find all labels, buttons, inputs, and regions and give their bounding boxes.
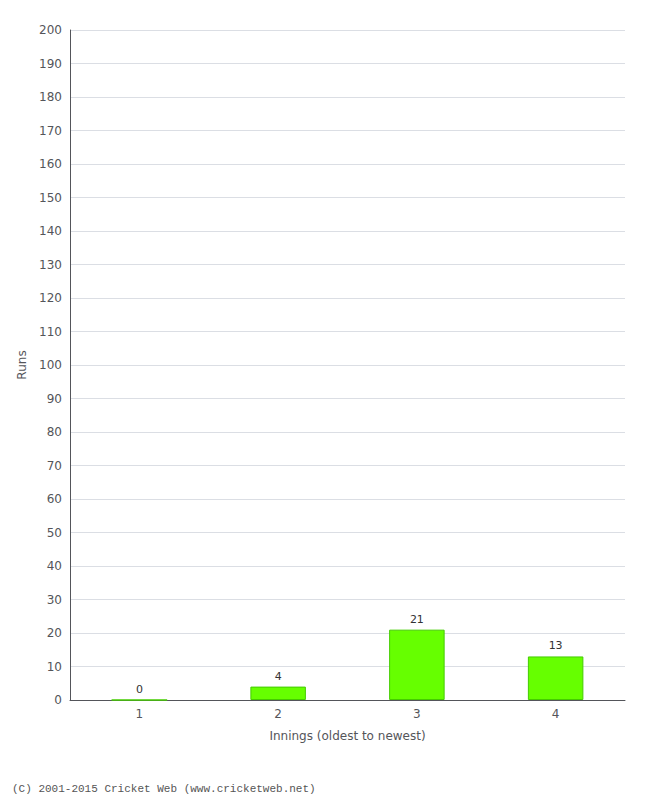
svg-text:190: 190	[39, 57, 62, 71]
svg-text:Innings (oldest to newest): Innings (oldest to newest)	[269, 729, 425, 743]
svg-text:13: 13	[549, 639, 563, 652]
svg-text:170: 170	[39, 124, 62, 138]
svg-text:0: 0	[54, 693, 62, 707]
svg-text:110: 110	[39, 325, 62, 339]
svg-text:21: 21	[410, 613, 424, 626]
svg-text:180: 180	[39, 90, 62, 104]
svg-text:130: 130	[39, 258, 62, 272]
svg-text:120: 120	[39, 291, 62, 305]
svg-text:80: 80	[47, 425, 62, 439]
svg-text:Runs: Runs	[15, 350, 29, 379]
svg-text:40: 40	[47, 559, 62, 573]
svg-text:70: 70	[47, 459, 62, 473]
svg-text:50: 50	[47, 526, 62, 540]
svg-text:140: 140	[39, 224, 62, 238]
svg-text:90: 90	[47, 392, 62, 406]
svg-text:100: 100	[39, 358, 62, 372]
svg-text:4: 4	[275, 670, 282, 683]
svg-text:150: 150	[39, 191, 62, 205]
svg-text:200: 200	[39, 23, 62, 37]
svg-text:30: 30	[47, 593, 62, 607]
svg-text:160: 160	[39, 157, 62, 171]
svg-text:20: 20	[47, 626, 62, 640]
svg-text:4: 4	[552, 707, 560, 721]
svg-text:(C) 2001-2015 Cricket Web (www: (C) 2001-2015 Cricket Web (www.cricketwe…	[12, 783, 316, 795]
svg-text:1: 1	[136, 707, 144, 721]
svg-text:60: 60	[47, 492, 62, 506]
svg-text:3: 3	[413, 707, 421, 721]
svg-text:2: 2	[274, 707, 282, 721]
svg-text:10: 10	[47, 660, 62, 674]
svg-text:0: 0	[136, 683, 143, 696]
